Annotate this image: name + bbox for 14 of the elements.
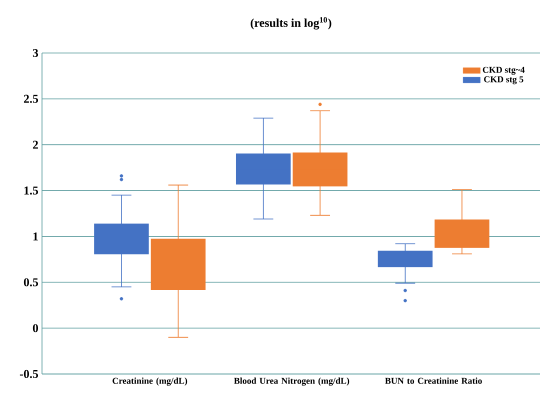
y-tick-label: 3 [32,48,38,58]
x-tick-label: Creatinine (mg/dL) [112,378,188,386]
legend-label: CKD stg~4 [482,66,525,75]
y-tick-label: 0 [32,324,38,332]
legend-label: CKD stg 5 [484,76,524,84]
x-tick-label: Blood Urea Nitrogen (mg/dL) [234,378,350,386]
y-tick-label: 1.5 [24,186,38,195]
x-tick-label: BUN to Creatinine Ratio [385,378,482,384]
y-tick-label: 2 [32,140,38,149]
y-tick-label: 1 [33,232,38,240]
chart-title: (results in log$^{10}$) [250,17,332,30]
y-tick-label: 2.5 [24,94,38,103]
y-tick-label: 0.5 [24,278,38,286]
y-tick-label: -0.5 [20,370,38,378]
